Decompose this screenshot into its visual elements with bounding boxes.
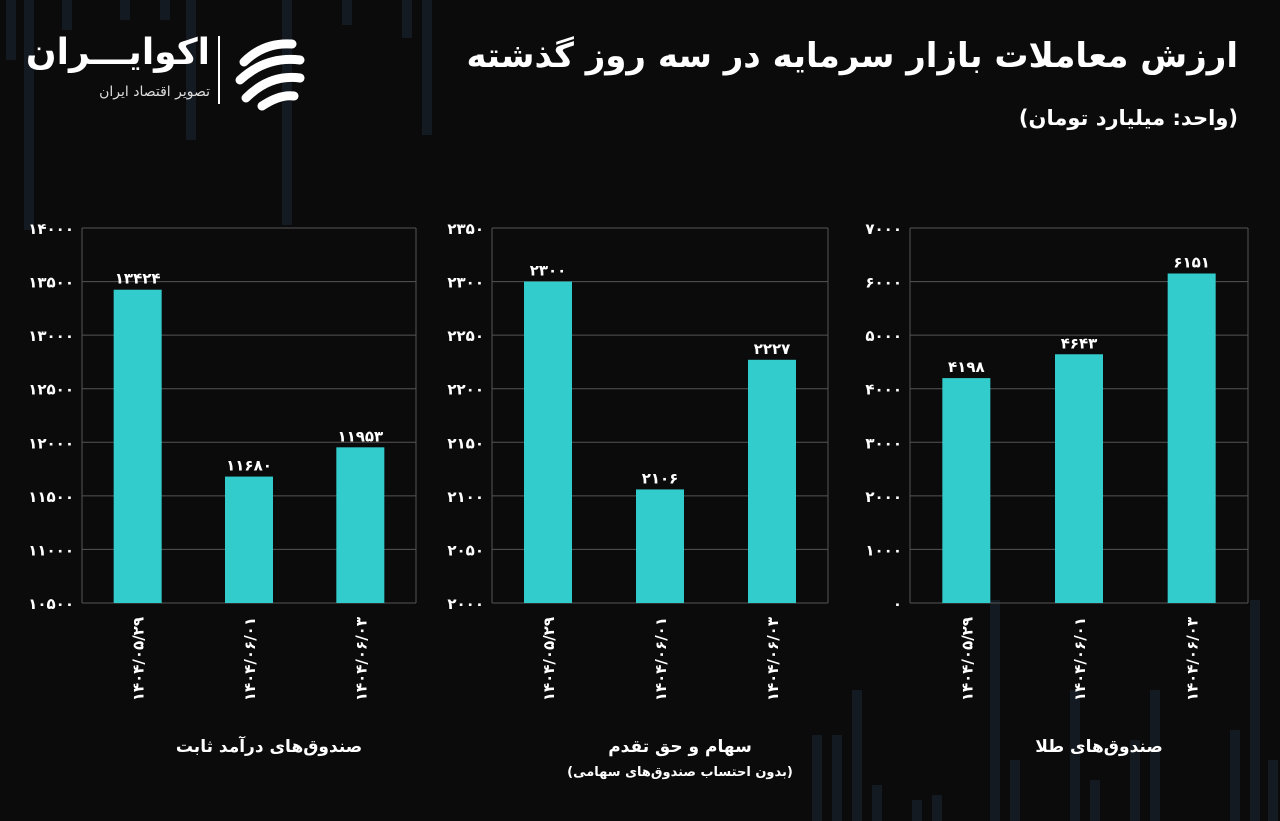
page-title: ارزش معاملات بازار سرمایه در سه روز گذشت…: [466, 36, 1238, 76]
chart-panel-1: ۱۰۵۰۰ ۱۱۰۰۰ ۱۱۵۰۰ ۱۲۰۰۰ ۱۲۵۰۰ ۱۳۰۰۰ ۱۳۵۰۰ ۱۴۰۰۰…: [28, 220, 417, 701]
y-tick-label: ۱۱۰۰۰: [28, 541, 74, 559]
bar: [336, 447, 385, 603]
y-tick-label: ۴۰۰۰: [865, 381, 902, 399]
data-label: ۱۱۶۸۰: [226, 457, 272, 475]
y-tick-label: ۱۱۵۰۰: [28, 488, 74, 506]
chart-title: صندوق‌های طلا: [1035, 737, 1163, 757]
y-tick-label: ۲۰۰۰: [447, 595, 484, 613]
y-tick-label: ۳۰۰۰: [865, 434, 902, 452]
logo-name: اکوایـــران: [25, 32, 210, 73]
unit-label: (واحد: میلیارد تومان): [1018, 106, 1238, 130]
y-tick-label: ۲۲۵۰: [447, 327, 484, 345]
y-tick-label: ۲۱۰۰: [447, 488, 484, 506]
x-tick-label: ۱۴۰۴/۰۵/۲۹: [540, 617, 558, 701]
data-label: ۲۱۰۶: [642, 469, 679, 487]
x-tick-label: ۱۴۰۴/۰۶/۰۳: [1184, 617, 1202, 701]
y-tick-label: ۱۳۰۰۰: [28, 327, 74, 345]
y-tick-label: ۲۰۵۰: [447, 541, 484, 559]
chart-panel-2: ۲۰۰۰ ۲۰۵۰ ۲۱۰۰ ۲۱۵۰ ۲۲۰۰ ۲۲۵۰ ۲۳۰۰ ۲۳۵۰ ۲۳۰۰ ۱۴۰۴…: [447, 220, 829, 701]
y-tick-label: ۱۲۰۰۰: [28, 434, 74, 452]
bar: [1167, 273, 1216, 603]
data-label: ۲۲۲۷: [754, 340, 791, 358]
y-tick-label: ۱۰۰۰: [865, 541, 902, 559]
chart-subtitle: (بدون احتساب صندوق‌های سهامی): [567, 765, 793, 780]
data-label: ۴۶۴۳: [1061, 334, 1098, 352]
bar: [225, 476, 273, 603]
y-tick-label: ۶۰۰۰: [865, 274, 902, 292]
logo: اکوایـــران تصویر اقتصاد ایران: [25, 32, 315, 112]
x-tick-label: ۱۴۰۴/۰۶/۰۱: [241, 617, 259, 701]
data-label: ۲۳۰۰: [530, 262, 567, 280]
y-tick-label: ۱۲۵۰۰: [28, 381, 74, 399]
bar: [636, 489, 684, 603]
y-tick-label: ۱۳۵۰۰: [28, 274, 74, 292]
data-label: ۶۱۵۱: [1173, 253, 1210, 271]
chart-panel-3: ۰ ۱۰۰۰ ۲۰۰۰ ۳۰۰۰ ۴۰۰۰ ۵۰۰۰ ۶۰۰۰ ۷۰۰۰ ۴۱۹۸ ۱۴۰۴/۰۵…: [865, 220, 1249, 701]
data-label: ۴۱۹۸: [948, 358, 985, 376]
chart-title: صندوق‌های درآمد ثابت: [175, 737, 363, 757]
bar: [748, 359, 796, 603]
x-tick-label: ۱۴۰۴/۰۶/۰۱: [652, 617, 670, 701]
y-tick-label: ۱۴۰۰۰: [28, 220, 74, 238]
x-tick-label: ۱۴۰۴/۰۵/۲۹: [130, 617, 148, 701]
bar: [1055, 354, 1103, 603]
data-label: ۱۳۴۲۴: [115, 270, 161, 288]
y-tick-label: ۲۰۰۰: [865, 488, 902, 506]
bar: [524, 281, 572, 603]
logo-mark-icon: [235, 39, 305, 111]
y-tick-label: ۲۳۰۰: [447, 274, 484, 292]
bar: [113, 289, 162, 603]
data-label: ۱۱۹۵۳: [337, 427, 383, 445]
x-tick-label: ۱۴۰۴/۰۵/۲۹: [958, 617, 976, 701]
y-tick-label: ۲۱۵۰: [447, 434, 484, 452]
x-tick-label: ۱۴۰۴/۰۶/۰۳: [764, 617, 782, 701]
y-tick-label: ۰: [893, 595, 902, 613]
logo-divider: [218, 36, 220, 104]
x-tick-label: ۱۴۰۴/۰۶/۰۳: [352, 617, 370, 701]
bar: [942, 378, 991, 603]
chart-title: سهام و حق تقدم: [608, 737, 752, 757]
y-tick-label: ۲۲۰۰: [447, 381, 484, 399]
logo-tagline: تصویر اقتصاد ایران: [99, 84, 210, 100]
y-tick-label: ۵۰۰۰: [865, 327, 902, 345]
x-tick-label: ۱۴۰۴/۰۶/۰۱: [1071, 617, 1089, 701]
y-tick-label: ۷۰۰۰: [865, 220, 902, 238]
y-tick-label: ۱۰۵۰۰: [28, 595, 74, 613]
y-tick-label: ۲۳۵۰: [447, 220, 484, 238]
